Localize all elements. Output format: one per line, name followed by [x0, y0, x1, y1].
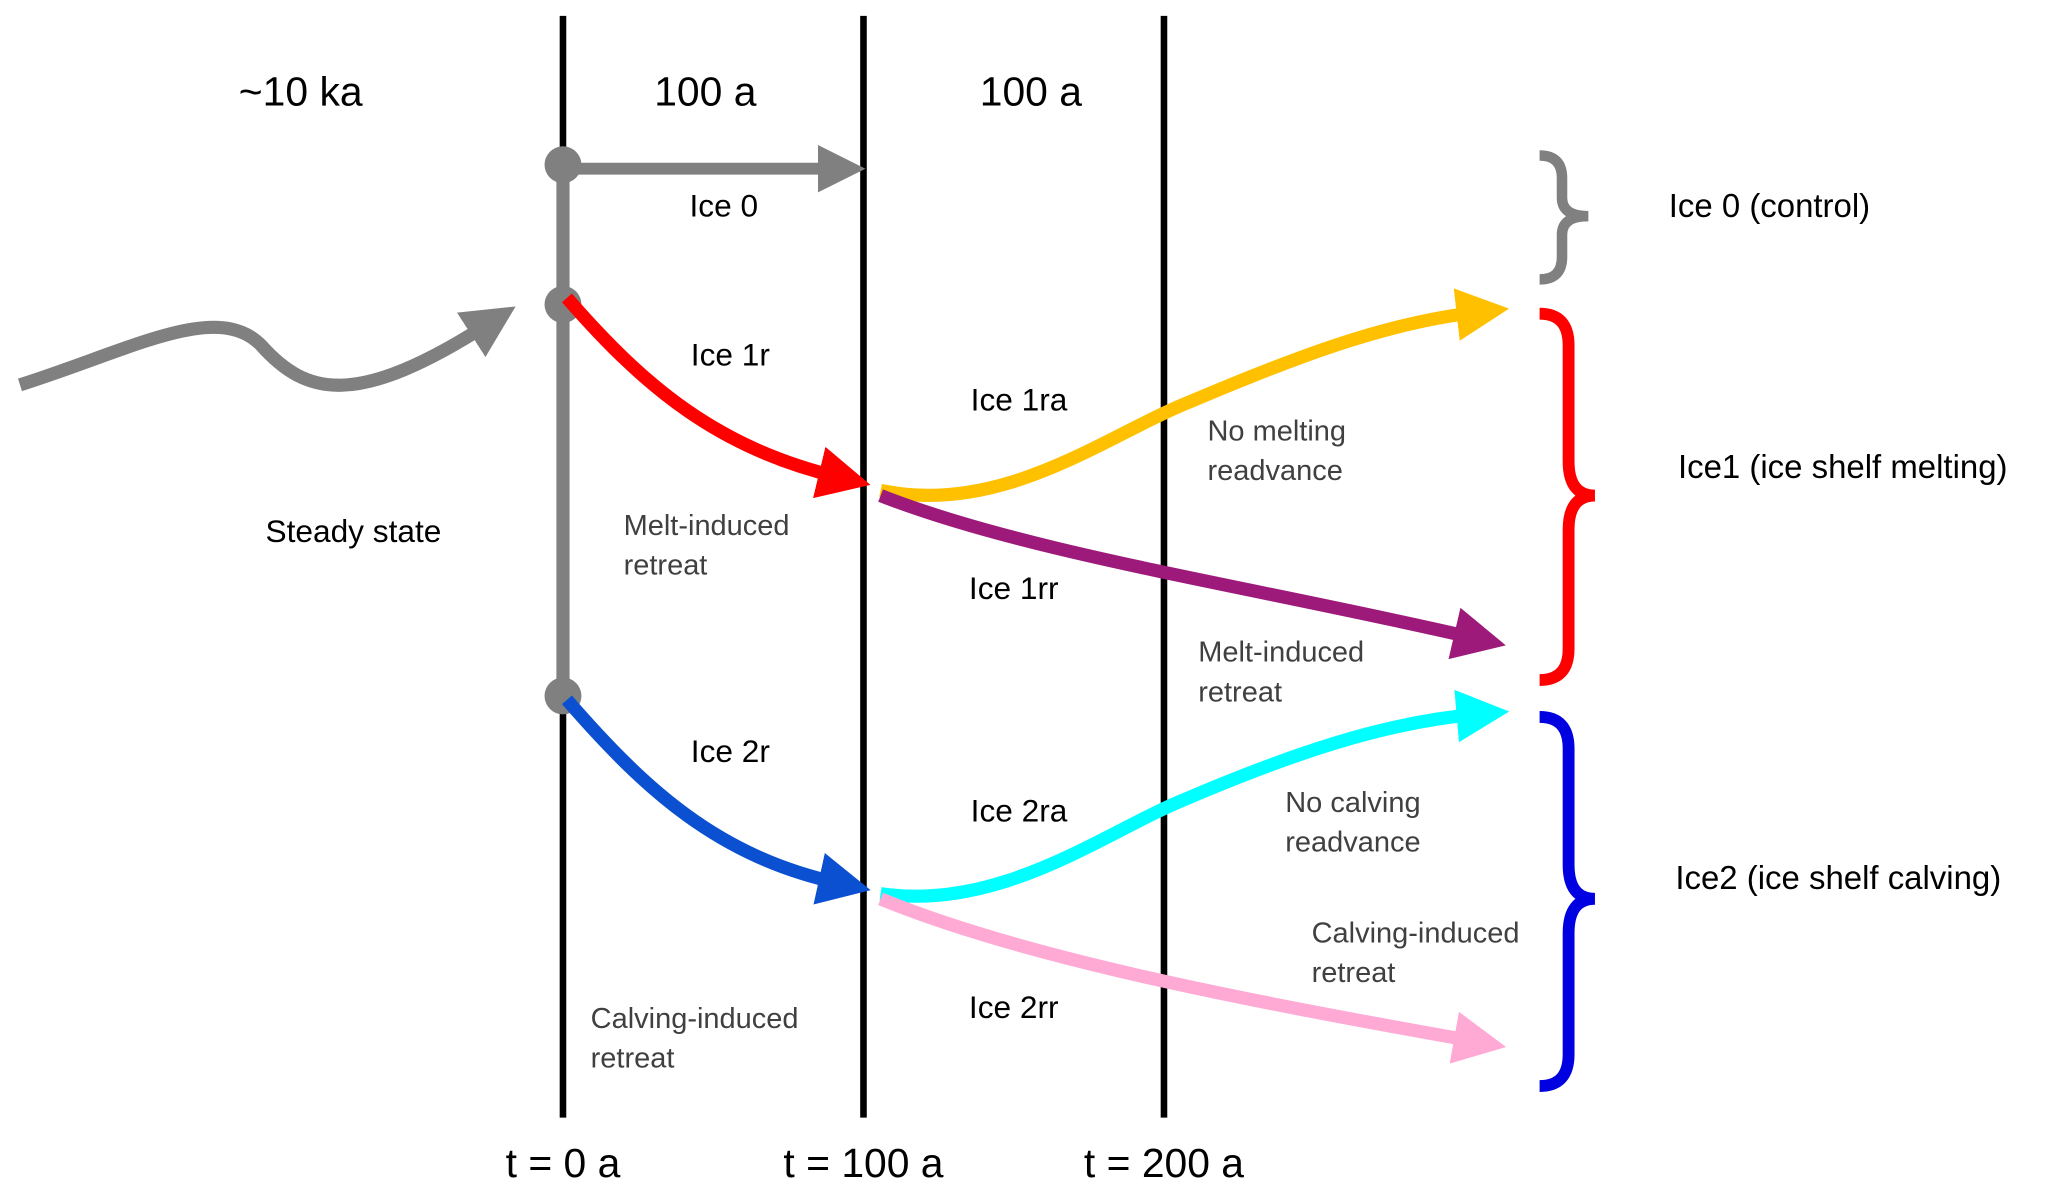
arrow-ice2rr [878, 892, 1507, 1064]
note: Steady state [266, 513, 442, 549]
brace-ice2 [1539, 711, 1596, 1092]
period-label: 100 a [980, 69, 1082, 115]
note: Calving-induced retreat [591, 1003, 799, 1075]
branch-point [544, 146, 582, 184]
run-label: Ice 2ra [971, 793, 1068, 829]
note: Melt-induced retreat [624, 510, 790, 582]
time-label: t = 200 a [1084, 1140, 1244, 1186]
run-label: Ice 2rr [969, 989, 1059, 1025]
run-label: Ice 1ra [971, 381, 1068, 417]
brace-ice1 [1539, 307, 1596, 687]
note: Calving-induced retreat [1312, 917, 1520, 989]
arrow-ice1ra [879, 288, 1510, 502]
period-label: 100 a [654, 69, 756, 115]
arrow-ice1rr [878, 489, 1506, 660]
time-label: t = 0 a [506, 1140, 621, 1186]
run-label: Ice 2r [691, 733, 770, 769]
note: No calving readvance [1285, 787, 1420, 859]
run-label: Ice 1rr [969, 570, 1059, 606]
note: Melt-induced retreat [1198, 636, 1364, 708]
run-label: Ice 0 [689, 188, 758, 224]
arrow-ice2ra [879, 689, 1510, 903]
run-label: Ice 1r [691, 337, 770, 373]
brace-ice0 [1539, 150, 1589, 285]
period-label: ~10 ka [239, 69, 363, 115]
time-label: t = 100 a [783, 1140, 943, 1186]
arrow-ice1r [561, 293, 871, 499]
note: No melting readvance [1207, 415, 1346, 487]
group-label: Ice 0 (control) [1669, 187, 1870, 224]
group-label: Ice2 (ice shelf calving) [1675, 859, 2001, 896]
arrow-ice2r [561, 695, 871, 905]
group-label: Ice1 (ice shelf melting) [1678, 448, 2008, 485]
spinup-arrow [17, 306, 516, 392]
